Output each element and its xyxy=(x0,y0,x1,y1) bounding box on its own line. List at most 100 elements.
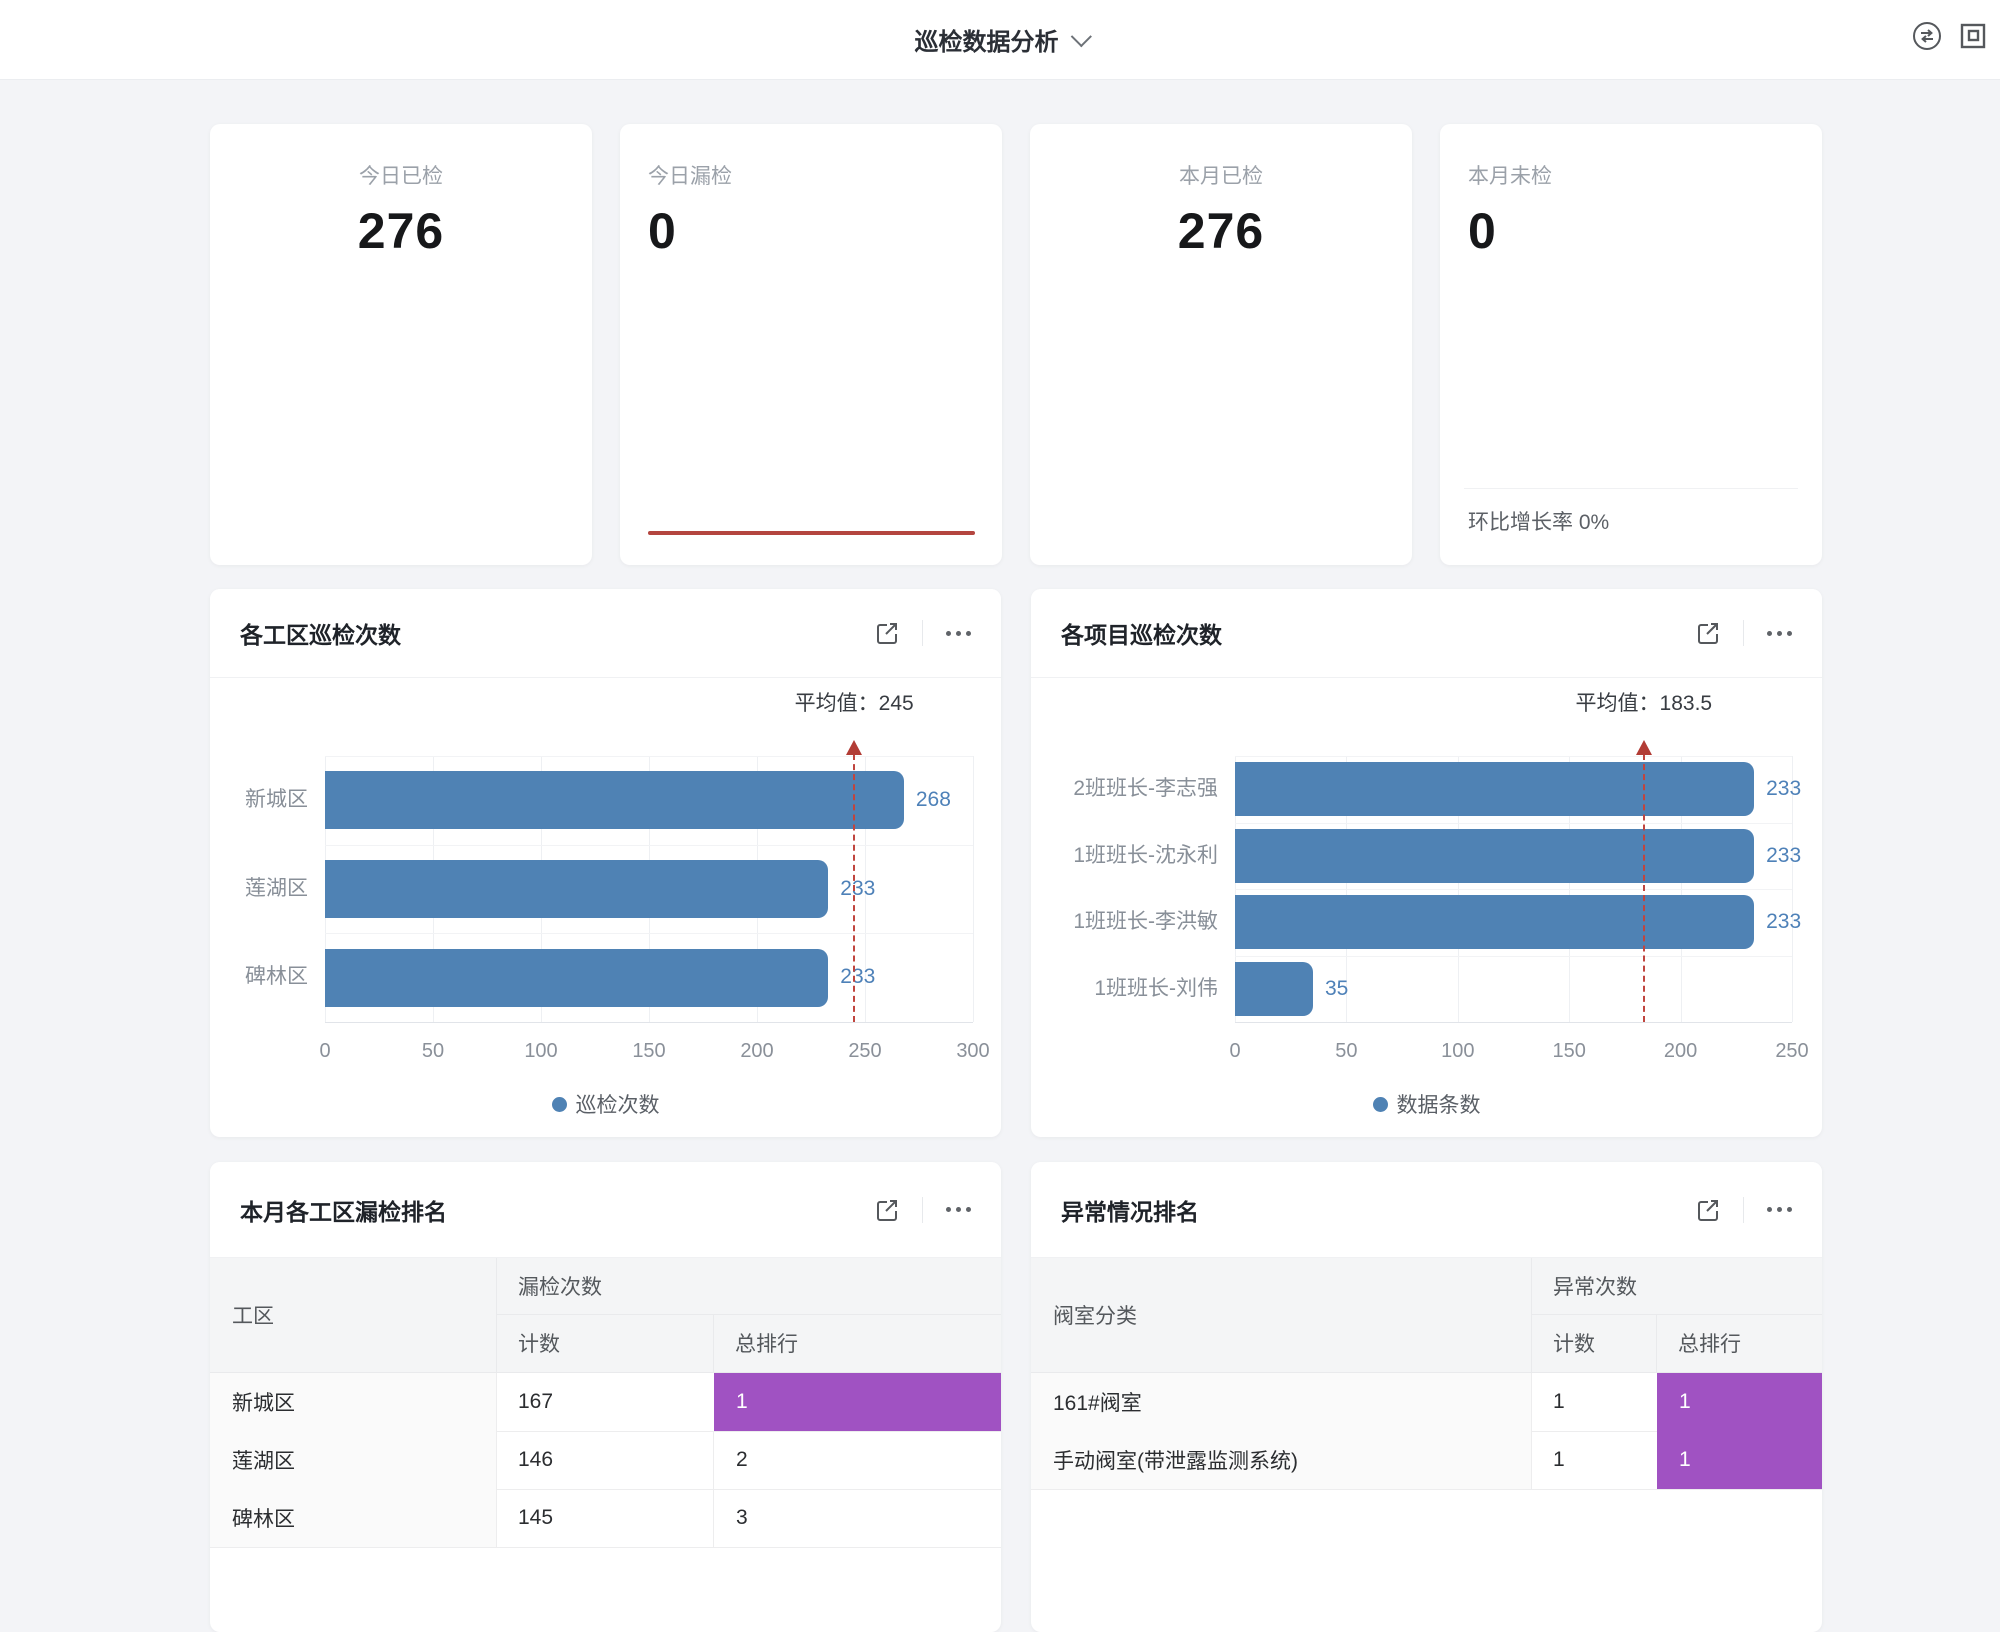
divider xyxy=(713,1489,714,1547)
divider xyxy=(1743,620,1744,646)
legend-dot-icon xyxy=(1372,1096,1388,1112)
column-group-header: 异常次数 xyxy=(1553,1276,1637,1299)
stat-label: 本月未检 xyxy=(1468,165,1552,188)
gridline xyxy=(325,933,973,935)
category-label: 1班班长-沈永利 xyxy=(1073,843,1218,867)
page-title: 巡检数据分析 xyxy=(914,29,1059,56)
count-cell: 1 xyxy=(1553,1390,1565,1413)
x-axis-line xyxy=(1235,1022,1792,1023)
stat-label: 今日漏检 xyxy=(648,165,732,188)
bar[interactable] xyxy=(325,771,904,830)
row-name-cell: 161#阀室 xyxy=(1053,1392,1142,1415)
average-value-label: 平均值：183.5 xyxy=(1575,692,1713,715)
row-background xyxy=(1031,1373,1531,1431)
growth-rate-text: 环比增长率 0% xyxy=(1468,511,1610,534)
bar-value-label: 233 xyxy=(1766,777,1802,800)
axis-tick-label: 50 xyxy=(421,1040,445,1062)
average-line xyxy=(853,754,856,1022)
table-panel-missed-ranking: 本月各工区漏检排名 工区 漏检次数 计数 总排行 新城区 167 1 莲湖区 146 2 碑林区 14… xyxy=(210,1162,1001,1632)
stat-label: 今日已检 xyxy=(359,165,443,188)
gridline xyxy=(1235,889,1792,890)
category-label: 2班班长-李志强 xyxy=(1073,777,1218,800)
more-options-icon[interactable] xyxy=(941,616,975,650)
dashboard-title-dropdown[interactable]: 巡检数据分析 xyxy=(0,0,2000,79)
divider xyxy=(496,1373,497,1431)
open-in-new-icon[interactable] xyxy=(1691,616,1725,650)
gridline xyxy=(325,844,973,846)
axis-tick-label: 100 xyxy=(524,1040,558,1062)
open-in-new-icon[interactable] xyxy=(870,1193,904,1227)
column-header-count: 计数 xyxy=(518,1333,560,1356)
category-label: 1班班长-刘伟 xyxy=(1094,976,1218,1000)
stat-value: 276 xyxy=(357,203,445,259)
stat-card-today-missed: 今日漏检 0 xyxy=(620,124,1002,565)
divider xyxy=(1531,1431,1532,1489)
axis-tick-label: 250 xyxy=(848,1040,882,1062)
axis-tick-label: 300 xyxy=(956,1040,990,1062)
sync-icon[interactable] xyxy=(1910,19,1944,53)
gridline xyxy=(325,756,973,757)
column-header-rank: 总排行 xyxy=(735,1333,798,1356)
axis-tick-label: 200 xyxy=(740,1040,774,1062)
bar[interactable] xyxy=(1235,828,1755,883)
rank-cell: 2 xyxy=(736,1448,748,1471)
row-name-cell: 莲湖区 xyxy=(232,1450,295,1473)
stat-value: 0 xyxy=(1468,203,1497,259)
category-label: 新城区 xyxy=(245,788,308,811)
rank-cell: 1 xyxy=(714,1373,1001,1431)
open-in-new-icon[interactable] xyxy=(1691,1193,1725,1227)
more-options-icon[interactable] xyxy=(1762,1193,1796,1227)
divider xyxy=(496,1489,497,1547)
column-header-rank: 总排行 xyxy=(1678,1333,1741,1356)
ranking-table: 阀室分类 异常次数 计数 总排行 161#阀室 1 1 手动阀室(带泄露监测系统) 1 1 xyxy=(1031,1162,1822,1632)
count-cell: 146 xyxy=(518,1448,554,1471)
table-panel-abnormal-ranking: 异常情况排名 阀室分类 异常次数 计数 总排行 161#阀室 1 1 手动阀室(带泄露监测系统… xyxy=(1031,1162,1822,1632)
divider xyxy=(922,1196,923,1223)
gridline xyxy=(973,756,974,1022)
gridline xyxy=(1235,955,1792,957)
divider xyxy=(1656,1314,1657,1372)
divider xyxy=(1464,488,1798,489)
divider xyxy=(496,1258,497,1372)
divider xyxy=(1031,1372,1822,1373)
more-options-icon[interactable] xyxy=(1762,616,1796,650)
divider xyxy=(1031,1489,1822,1490)
column-header-row-dim: 阀室分类 xyxy=(1053,1305,1137,1328)
chart-legend[interactable]: 数据条数 xyxy=(1031,1089,1822,1119)
bar[interactable] xyxy=(1235,762,1755,817)
category-label: 莲湖区 xyxy=(245,876,308,900)
chart-legend[interactable]: 巡检次数 xyxy=(210,1089,1001,1119)
divider xyxy=(496,1314,1001,1315)
bar[interactable] xyxy=(325,860,829,918)
divider xyxy=(1531,1258,1532,1372)
bar[interactable] xyxy=(1235,895,1755,950)
divider xyxy=(713,1314,714,1372)
divider xyxy=(922,620,923,646)
panel-title: 各项目巡检次数 xyxy=(1061,622,1222,648)
axis-tick-label: 50 xyxy=(1335,1040,1358,1062)
bar[interactable] xyxy=(1235,961,1313,1016)
more-options-icon[interactable] xyxy=(941,1193,975,1227)
divider xyxy=(1531,1314,1822,1315)
axis-tick-label: 0 xyxy=(319,1040,331,1062)
count-cell: 1 xyxy=(1553,1448,1565,1471)
top-bar: 巡检数据分析 xyxy=(0,0,2000,80)
bar-chart: 0 50 100 150 200 250 2班班长-李志强 233 1班班长-沈永利 233 1班班… xyxy=(1031,589,1822,1137)
bar[interactable] xyxy=(325,948,829,1007)
divider xyxy=(210,1372,1001,1373)
column-group-header: 漏检次数 xyxy=(518,1276,602,1299)
bar-value-label: 268 xyxy=(915,788,951,811)
ranking-table: 工区 漏检次数 计数 总排行 新城区 167 1 莲湖区 146 2 碑林区 145 3 xyxy=(210,1162,1001,1632)
divider xyxy=(210,1547,1001,1548)
divider xyxy=(1531,1373,1532,1431)
axis-tick-label: 100 xyxy=(1441,1040,1475,1062)
row-name-cell: 手动阀室(带泄露监测系统) xyxy=(1053,1450,1298,1473)
bar-value-label: 233 xyxy=(1766,843,1802,867)
bar-value-label: 233 xyxy=(840,876,876,900)
stat-value: 0 xyxy=(648,203,677,259)
legend-dot-icon xyxy=(551,1096,567,1112)
open-in-new-icon[interactable] xyxy=(870,616,904,650)
stat-card-today-inspected: 今日已检 276 xyxy=(210,124,592,565)
exit-fullscreen-icon[interactable] xyxy=(1956,19,1990,53)
divider xyxy=(496,1431,497,1489)
